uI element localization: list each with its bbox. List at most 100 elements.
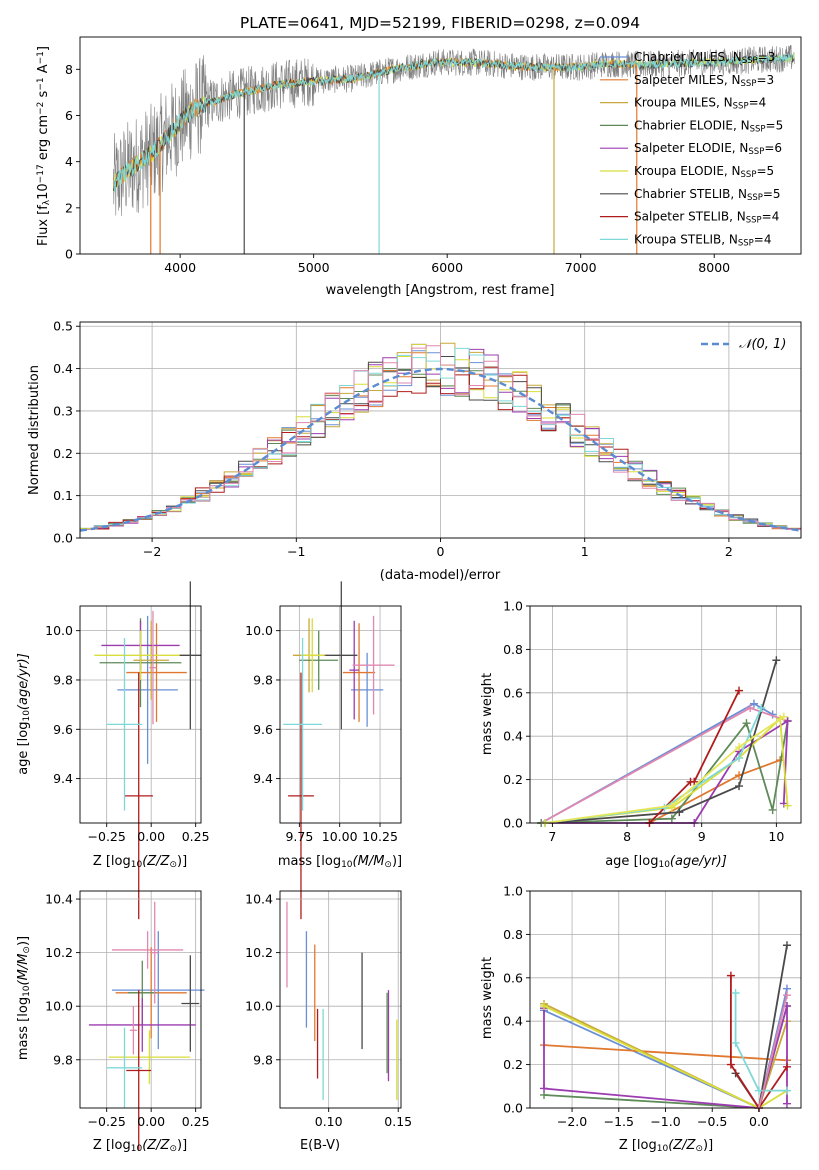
mass-weight-marker [667, 814, 676, 823]
massweight-vs-age-plot: 7 8 9 10 0.0 0.2 0.4 0.6 0.8 1.0 [503, 599, 802, 844]
mass-weight-marker [731, 1038, 740, 1047]
spectrum-panel: PLATE=0641, MJD=52199, FIBERID=0298, z=0… [36, 14, 802, 298]
mass-weight-marker [782, 941, 791, 950]
residuals-xtick-label: −1 [287, 544, 305, 559]
age-vs-Z-xlabel: Z [log10(Z/Z⊙)] [93, 854, 187, 870]
spectrum-ylabel: Flux [fλ10−17 erg cm−2 s−1 A−1] [36, 46, 52, 246]
spectrum-ylabel-exp: −1 [36, 77, 46, 90]
spectrum-ytick-label: 2 [65, 200, 73, 215]
massweight-vs-Z-ylabel: mass weight [480, 957, 495, 1039]
mass-vs-Z-xlabel-sub: 10 [131, 1144, 143, 1154]
massweight-vs-age-panel: 7 8 9 10 0.0 0.2 0.4 0.6 0.8 1.0 mass weight age … [480, 599, 802, 870]
age-vs-Z-xtick-label: 0.00 [137, 829, 165, 844]
massweight-vs-age-ytick-label: 0.8 [503, 642, 523, 657]
spectrum-xtick-label: 8000 [698, 260, 730, 275]
spectrum-ytick-label: 0 [65, 247, 73, 262]
massweight-vs-Z-xtick-label: −1.5 [604, 1114, 634, 1129]
mass-weight-marker [675, 808, 684, 817]
mass-vs-Z-ylabel-sub: 10 [22, 985, 32, 997]
age-vs-mass-ytick-label: 9.6 [253, 722, 273, 737]
spectrum-ylabel-part: A [36, 64, 51, 77]
spectrum-ylabel-part: Flux [f [36, 205, 51, 246]
massweight-vs-age-xlabel-sub: 10 [658, 860, 670, 870]
mass-weight-line [730, 975, 788, 1110]
mass-weight-marker [782, 1099, 791, 1108]
massweight-vs-Z-xlabel-part: )] [703, 1138, 713, 1153]
mass-vs-Z-ytick-label: 10.2 [45, 945, 73, 960]
mass-vs-Z-axes-frame [79, 890, 202, 1109]
mass-weight-marker [746, 703, 755, 712]
residuals-ylabel: Normed distribution [27, 365, 42, 495]
residuals-panel: −2 −1 0 1 2 0.0 0.1 0.2 0.3 0.4 0.5 (data-model)/e… [27, 319, 802, 583]
mass-vs-Z-ytick-label: 10.4 [45, 892, 73, 907]
residuals-xtick-label: 2 [725, 544, 733, 559]
age-vs-Z-xlabel-part: (Z/Z [142, 854, 170, 869]
residuals-ytick-label: 0.3 [53, 403, 73, 418]
massweight-vs-Z-plot: −2.0 −1.5 −1.0 −0.5 0.0 0.0 0.2 0.4 0.6 0.8 1.0 [503, 884, 802, 1129]
age-vs-mass-axes-frame [279, 605, 402, 824]
residuals-ytick-label: 0.5 [53, 319, 73, 334]
age-vs-mass-xlabel-part: mass [log [278, 854, 341, 869]
mass-weight-marker [782, 1062, 791, 1071]
spectrum-ylabel-exp: −1 [36, 51, 46, 64]
massweight-vs-Z-ytick-label: 0.0 [503, 1101, 523, 1116]
residuals-xtick-label: −2 [143, 544, 161, 559]
age-vs-mass-grid [280, 606, 401, 823]
massweight-vs-Z-ytick-label: 0.4 [503, 1014, 523, 1029]
mass-vs-ebv-ytick-label: 10.0 [245, 999, 273, 1014]
massweight-vs-Z-xtick-label: −1.0 [650, 1114, 680, 1129]
legend-entry-label: Chabrier STELIB, NSSP=5 [634, 187, 781, 203]
residuals-ytick-label: 0.0 [53, 531, 73, 546]
age-vs-mass-xtick-label: 10.00 [322, 829, 358, 844]
mass-vs-Z-plot: −0.25 0.00 0.25 9.8 10.0 10.2 10.4 [45, 890, 210, 1151]
mass-weight-marker [726, 1060, 735, 1069]
residuals-ytick-label: 0.2 [53, 446, 73, 461]
mass-weight-marker [731, 988, 740, 997]
spectrum-ytick-label: 8 [65, 62, 73, 77]
gaussian-legend-label: 𝒩(0, 1) [739, 337, 786, 352]
mass-vs-Z-grid [80, 891, 201, 1108]
mass-weight-marker [783, 717, 792, 726]
age-vs-mass-panel: 9.75 10.00 10.25 9.4 9.6 9.8 10.0 mass [log10(… [245, 581, 402, 920]
massweight-vs-Z-panel: −2.0 −1.5 −1.0 −0.5 0.0 0.0 0.2 0.4 0.6 0.8 1.0 ma… [480, 884, 802, 1154]
spectrum-legend: Chabrier MILES, NSSP=3 Salpeter MILES, NS… [600, 50, 783, 249]
spectrum-ylabel-part: erg cm [36, 115, 51, 164]
spectrum-xtick-label: 6000 [431, 260, 463, 275]
mass-weight-marker [735, 686, 744, 695]
massweight-vs-age-xtick-label: 9 [698, 829, 706, 844]
massweight-vs-Z-xlabel-sub: ⊙ [695, 1144, 703, 1154]
massweight-vs-age-ytick-label: 0.2 [503, 772, 523, 787]
mass-weight-line [758, 994, 788, 1109]
mass-vs-ebv-axes-frame [279, 890, 402, 1109]
spectrum-ylabel-part: s [36, 90, 51, 101]
mass-weight-marker [749, 699, 758, 708]
massweight-vs-age-xlabel-part: (age/yr)] [670, 854, 727, 869]
age-vs-Z-ytick-label: 9.4 [53, 771, 73, 786]
spectrum-ylabel-part: ] [36, 46, 51, 51]
age-vs-Z-panel: −0.25 0.00 0.259.49.69.810.0 age [log10(ag… [16, 581, 210, 920]
residuals-ticks: −2 −1 0 1 2 0.0 0.1 0.2 0.3 0.4 0.5 [53, 319, 733, 559]
age-vs-Z-xlabel-sub: ⊙ [169, 860, 177, 870]
age-vs-Z-xlabel-sub: 10 [131, 860, 143, 870]
massweight-vs-age-xtick-label: 8 [623, 829, 631, 844]
mass-vs-Z-ylabel: mass [log10(M/M⊙)] [16, 936, 32, 1060]
age-vs-mass-xlabel-part: (M/M [353, 854, 385, 869]
mass-vs-ebv-markers [286, 901, 398, 1100]
massweight-vs-age-xlabel-part: age [log [605, 854, 658, 869]
massweight-vs-age-ylabel: mass weight [480, 673, 495, 755]
massweight-vs-Z-xlabel-sub: 10 [657, 1144, 669, 1154]
spectrum-ytick-label: 6 [65, 108, 73, 123]
legend-entry-label: Salpeter ELODIE, NSSP=6 [634, 141, 782, 157]
spectrum-xtick-label: 7000 [565, 260, 597, 275]
massweight-vs-Z-xlabel-part: Z [log [619, 1138, 657, 1153]
spectrum-lines [112, 44, 795, 254]
mass-weight-marker [772, 656, 781, 665]
age-vs-Z-ytick-label: 9.8 [53, 672, 73, 687]
mass-vs-Z-xtick-label: −0.25 [88, 1114, 126, 1129]
age-vs-Z-xtick-label: −0.25 [88, 829, 126, 844]
model-spectrum-line [113, 53, 795, 193]
spectrum-ylabel-exp: −17 [36, 164, 46, 183]
mass-weight-marker [782, 991, 791, 1000]
mass-vs-Z-ytick-label: 10.0 [45, 999, 73, 1014]
